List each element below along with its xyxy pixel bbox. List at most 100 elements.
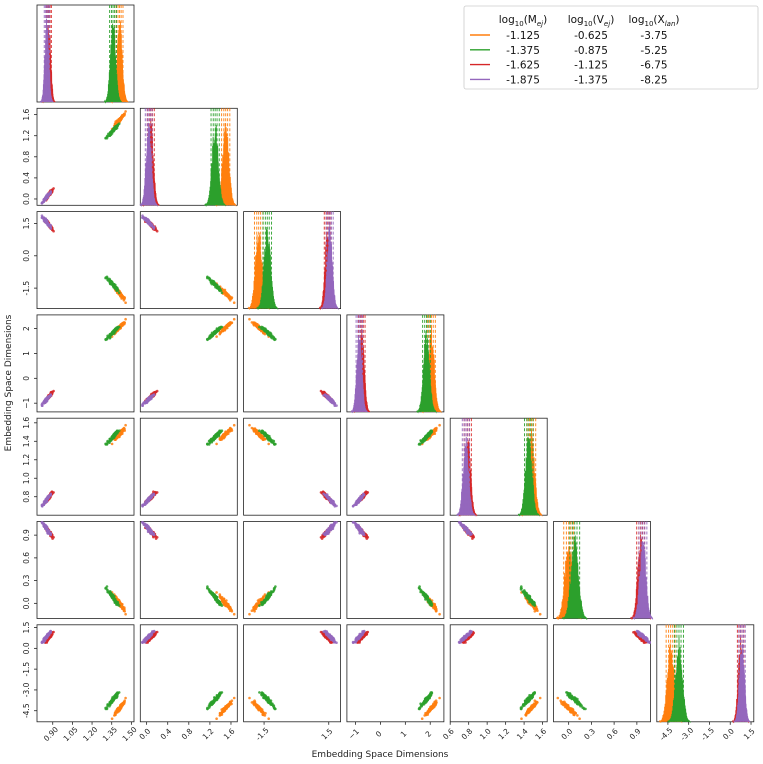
- point-1-87: [206, 338, 209, 342]
- point-0-49: [232, 612, 236, 616]
- point-0-49: [124, 612, 127, 616]
- point-1-78: [268, 434, 271, 438]
- ytick-label: 1.5: [22, 217, 31, 229]
- point-0-84: [227, 294, 231, 298]
- point-1-81: [261, 430, 265, 434]
- point-1-87: [104, 276, 108, 279]
- point-3-69: [351, 505, 355, 508]
- point-1-87: [104, 443, 108, 446]
- point-1-82: [112, 596, 115, 599]
- ytick-label: 1: [22, 351, 31, 356]
- point-3-88: [42, 503, 46, 507]
- point-3-87: [323, 393, 327, 396]
- point-3-89: [146, 220, 150, 223]
- point-0-49: [248, 317, 251, 321]
- point-1-80: [115, 603, 118, 606]
- point-1-86: [106, 334, 109, 338]
- point-1-78: [212, 594, 216, 598]
- point-0-88: [225, 325, 228, 328]
- panel-0-0: [36, 4, 135, 104]
- point-1-88: [220, 291, 224, 295]
- ytick-label: 1.6: [22, 108, 31, 120]
- point-1-78: [212, 331, 216, 335]
- point-0-89: [117, 120, 120, 123]
- point-0-89: [257, 432, 261, 436]
- point-3-84: [149, 532, 152, 535]
- point-3-89: [44, 399, 47, 403]
- ytick-label: 0.0: [22, 250, 31, 262]
- ytick-label: 1.6: [22, 417, 31, 429]
- point-0-61: [215, 335, 218, 338]
- point-1-89: [108, 134, 112, 137]
- point-1-84: [114, 285, 117, 289]
- point-0-84: [433, 607, 437, 610]
- panel-4-1: [139, 417, 238, 516]
- ytick-label: 0.0: [22, 193, 31, 205]
- point-2-89: [321, 535, 325, 539]
- point-2-89: [321, 391, 325, 395]
- point-3-88: [142, 503, 146, 507]
- point-1-89: [208, 336, 212, 340]
- panel-5-3: [346, 521, 445, 619]
- point-3-87: [323, 493, 327, 497]
- point-3-89: [356, 499, 360, 503]
- point-0-84: [121, 115, 125, 118]
- point-0-49: [438, 612, 441, 616]
- point-3-89: [44, 196, 47, 199]
- point-3-87: [362, 493, 366, 497]
- point-1-82: [265, 596, 268, 599]
- point-1-87: [273, 338, 277, 342]
- point-0-84: [254, 428, 258, 432]
- point-1-86: [106, 590, 109, 594]
- point-0-72: [250, 609, 254, 612]
- point-3-87: [152, 225, 156, 229]
- point-0-49: [232, 301, 236, 305]
- point-3-84: [46, 496, 49, 500]
- point-1-88: [117, 122, 121, 125]
- point-3-87: [152, 493, 156, 497]
- point-3-87: [49, 393, 52, 396]
- point-0-88: [118, 117, 122, 121]
- point-1-84: [114, 125, 117, 129]
- point-1-86: [106, 134, 109, 137]
- panel-frame: [139, 417, 238, 516]
- panel-2-2: [243, 211, 342, 311]
- panel-1-1: [139, 107, 238, 207]
- point-1-82: [112, 329, 115, 333]
- point-1-84: [114, 433, 117, 436]
- point-0-89: [222, 432, 226, 436]
- panel-3-1: [139, 314, 238, 413]
- point-1-84: [217, 599, 220, 603]
- point-0-84: [227, 607, 231, 610]
- point-1-82: [215, 284, 218, 288]
- point-3-86: [44, 527, 48, 531]
- point-3-88: [333, 522, 336, 525]
- ytick-label: 0.8: [22, 491, 31, 503]
- point-3-89: [329, 499, 332, 503]
- point-1-89: [108, 439, 112, 442]
- point-1-88: [258, 604, 261, 607]
- point-2-52: [154, 228, 158, 232]
- hist-series-1: [104, 23, 122, 104]
- point-1-88: [117, 325, 121, 329]
- point-1-86: [106, 440, 109, 444]
- point-3-89: [44, 499, 47, 503]
- point-3-87: [49, 493, 52, 497]
- point-0-49: [124, 301, 127, 305]
- point-0-65: [230, 296, 234, 299]
- ytick-label: -1.5: [22, 281, 31, 296]
- point-0-72: [250, 426, 254, 430]
- point-1-86: [421, 440, 425, 444]
- point-1-85: [210, 592, 214, 596]
- point-3-88: [333, 402, 336, 405]
- ytick-label: 0.8: [22, 151, 31, 163]
- panel-4-0: 0.81.01.21.41.6: [22, 417, 135, 516]
- point-1-87: [273, 443, 277, 446]
- point-1-86: [106, 278, 109, 282]
- point-0-49: [438, 423, 441, 427]
- point-3-87: [152, 533, 156, 537]
- point-1-86: [208, 334, 212, 338]
- point-1-81: [115, 326, 118, 330]
- point-3-83: [147, 529, 151, 533]
